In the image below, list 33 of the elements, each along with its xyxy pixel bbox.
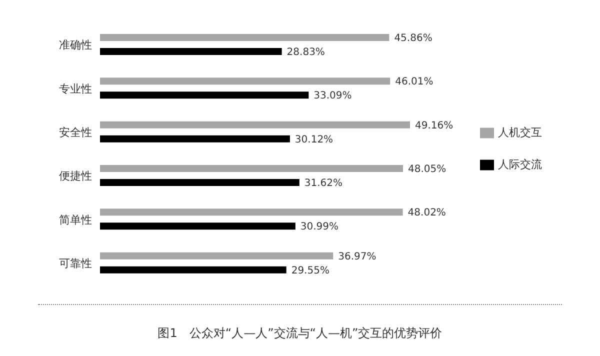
y-tick-label: 安全性 [59,126,92,140]
data-label: 48.05% [408,164,446,176]
bar [100,165,403,172]
data-label: 49.16% [415,120,454,132]
bar [100,266,286,274]
legend-label: 人机交互 [498,126,542,139]
bar [100,135,290,142]
data-label: 30.12% [294,134,334,146]
legend-label: 人际交流 [498,158,542,171]
data-label: 48.02% [408,208,446,219]
data-label: 36.97% [338,251,376,262]
bar [100,78,390,85]
data-label: 46.01% [395,76,434,88]
caption: 图1 公众对“人—人”交流与“人—机”交互的优势评价 [156,325,444,342]
bar [100,179,300,186]
y-tick-label: 准确性 [59,38,92,52]
data-label: 31.62% [304,178,343,190]
bar [100,222,296,230]
data-label: 30.99% [300,222,339,233]
bar [100,252,334,260]
y-tick-label: 便捷性 [59,170,92,183]
bar [100,92,309,99]
y-tick-label: 简单性 [59,213,92,226]
bar [100,208,403,216]
y-tick-label: 可靠性 [59,257,92,270]
data-label: 33.09% [314,90,352,102]
data-label: 45.86% [394,33,432,44]
bar [100,48,282,55]
y-tick-label: 专业性 [59,82,92,96]
bar [100,34,390,41]
data-label: 28.83% [286,47,325,58]
bar [100,121,410,128]
data-label: 29.55% [291,265,330,276]
